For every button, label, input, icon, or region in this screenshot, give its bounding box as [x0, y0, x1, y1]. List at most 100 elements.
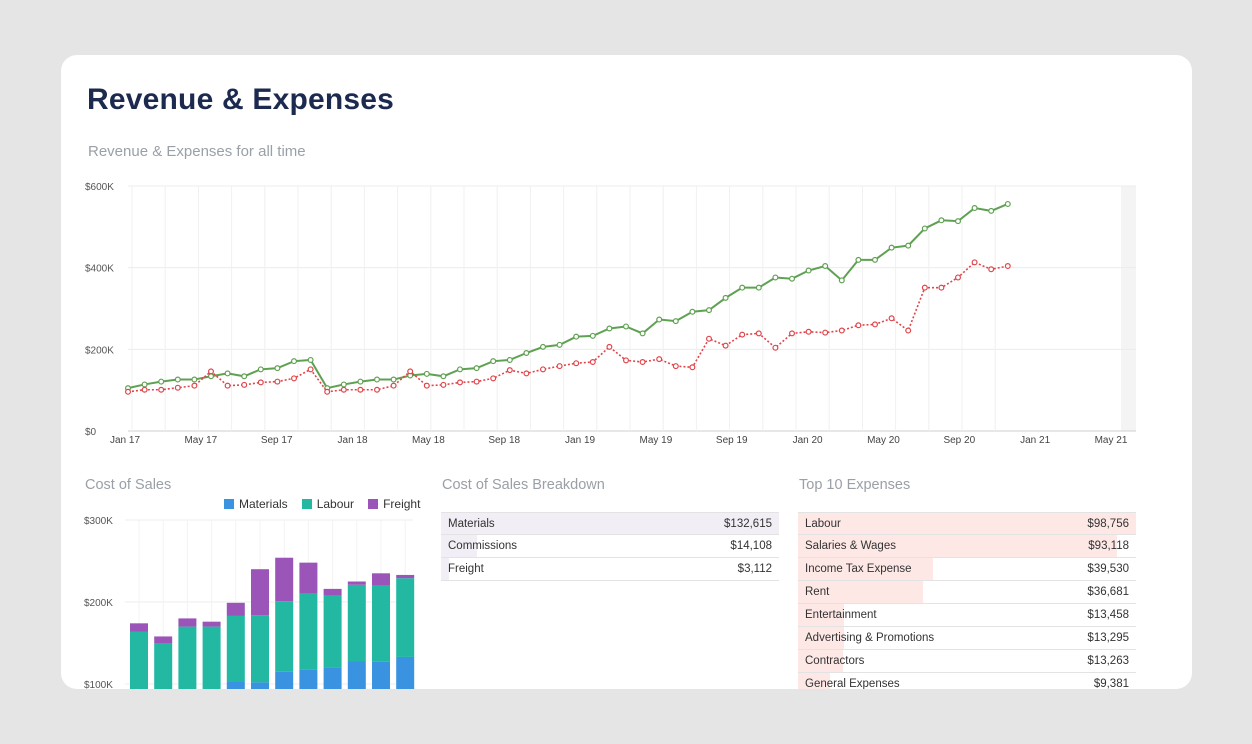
bar-labour [202, 626, 221, 689]
top-expenses-row[interactable]: Income Tax Expense $39,530 [798, 558, 1136, 581]
expenses-point [988, 266, 995, 273]
top-expenses-row[interactable]: General Expenses $9,381 [798, 673, 1136, 689]
cost-breakdown-row[interactable]: Materials $132,615 [441, 512, 779, 535]
revenue-point [705, 307, 712, 314]
legend-item-labour[interactable]: Labour [301, 497, 355, 511]
bar-materials [251, 682, 269, 689]
top-expenses-row-value: $36,681 [1087, 586, 1129, 598]
bar-freight [299, 562, 318, 594]
legend-label-labour: Labour [316, 497, 355, 511]
bar-labour [396, 578, 415, 657]
cost-of-sales-title: Cost of Sales [85, 477, 172, 493]
cost-breakdown-row-value: $132,615 [724, 517, 772, 530]
top-expenses-row[interactable]: Entertainment $13,458 [798, 604, 1136, 627]
revenue-point [473, 365, 480, 372]
legend-swatch-freight [368, 499, 379, 509]
expenses-point [274, 378, 281, 385]
revenue-point [374, 376, 381, 383]
revenue-point [506, 356, 513, 363]
bar-materials [372, 661, 390, 689]
expenses-point [457, 379, 464, 386]
bar-materials [275, 671, 294, 689]
revenue-point [390, 376, 397, 383]
revenue-point [274, 365, 281, 372]
chart-subtitle: Revenue & Expenses for all time [88, 143, 306, 160]
top-expenses-row-label: Income Tax Expense [805, 563, 912, 575]
bar-freight [202, 621, 221, 627]
revenue-point [639, 330, 646, 337]
y-tick-label: $100K [84, 680, 113, 689]
top-expenses-table: Labour $98,756 Salaries & Wages $93,118 Inco… [798, 512, 1136, 689]
expenses-point [556, 363, 563, 370]
cost-breakdown-row-label: Freight [448, 563, 484, 575]
revenue-point [191, 376, 198, 383]
expenses-point [191, 382, 198, 389]
revenue-point [158, 378, 165, 385]
bar-freight [154, 636, 173, 643]
y-tick-label: $0 [85, 427, 97, 438]
page-title: Revenue & Expenses [87, 83, 395, 116]
cost-breakdown-row-label: Commissions [448, 540, 518, 552]
legend-label-freight: Freight [383, 497, 421, 511]
y-tick-label: $400K [85, 264, 114, 275]
top-expenses-row[interactable]: Rent $36,681 [798, 581, 1136, 604]
bar-labour [154, 643, 173, 689]
expenses-point [374, 386, 381, 393]
top-expenses-row[interactable]: Labour $98,756 [798, 512, 1136, 535]
revenue-point [954, 218, 961, 225]
expenses-point [473, 378, 480, 385]
x-tick-label: Sep 17 [261, 435, 293, 446]
expenses-point [689, 364, 696, 371]
top-expenses-row[interactable]: Salaries & Wages $93,118 [798, 535, 1136, 558]
revenue-point [888, 244, 895, 251]
expenses-point [954, 274, 961, 281]
top-expenses-row-label: Advertising & Promotions [805, 632, 935, 644]
revenue-point [855, 256, 862, 263]
revenue-point [656, 316, 663, 323]
cost-breakdown-title: Cost of Sales Breakdown [442, 477, 605, 493]
expenses-point [788, 330, 795, 337]
revenue-point [739, 284, 746, 291]
expenses-point [340, 386, 347, 393]
y-tick-label: $600K [85, 182, 114, 193]
top-expenses-row[interactable]: Advertising & Promotions $13,295 [798, 627, 1136, 650]
bar-freight [251, 569, 269, 616]
expenses-point [589, 358, 596, 365]
bar-materials [323, 667, 342, 689]
top-expenses-row-label: Salaries & Wages [805, 540, 896, 552]
expenses-point [755, 330, 762, 337]
x-tick-label: May 20 [867, 435, 900, 446]
x-tick-label: Jan 19 [565, 435, 595, 446]
cost-of-sales-chart: $300K $200K $100K [84, 516, 415, 689]
expenses-point [888, 315, 895, 322]
bar-freight [347, 581, 366, 585]
x-tick-label: Sep 19 [716, 435, 748, 446]
revenue-point [755, 284, 762, 291]
expenses-point [506, 367, 513, 374]
cost-breakdown-row[interactable]: Freight $3,112 [441, 558, 779, 581]
revenue-point [606, 325, 613, 332]
expenses-point [124, 388, 131, 395]
cost-breakdown-row[interactable]: Commissions $14,108 [441, 535, 779, 558]
x-tick-label: May 21 [1095, 435, 1128, 446]
revenue-point [224, 370, 231, 377]
top-expenses-row-value: $93,118 [1088, 540, 1129, 552]
legend-swatch-materials [224, 499, 234, 509]
expenses-point [241, 381, 248, 388]
legend-swatch-labour [301, 499, 312, 509]
expenses-point [606, 343, 613, 350]
top-expenses-row[interactable]: Contractors $13,263 [798, 650, 1136, 673]
expenses-point [772, 344, 779, 351]
expenses-point [722, 342, 729, 349]
bar-labour [226, 615, 245, 682]
top-expenses-share-bar [798, 581, 924, 603]
y-tick-label: $200K [84, 598, 113, 609]
legend-item-materials[interactable]: Materials [224, 497, 288, 511]
x-tick-label: Jan 21 [1020, 435, 1050, 446]
expenses-point [357, 386, 364, 393]
revenue-point [822, 263, 829, 270]
legend-item-freight[interactable]: Freight [368, 497, 420, 511]
cost-breakdown-row-label: Materials [448, 517, 495, 530]
revenue-point [971, 205, 978, 212]
expenses-point [291, 375, 298, 382]
